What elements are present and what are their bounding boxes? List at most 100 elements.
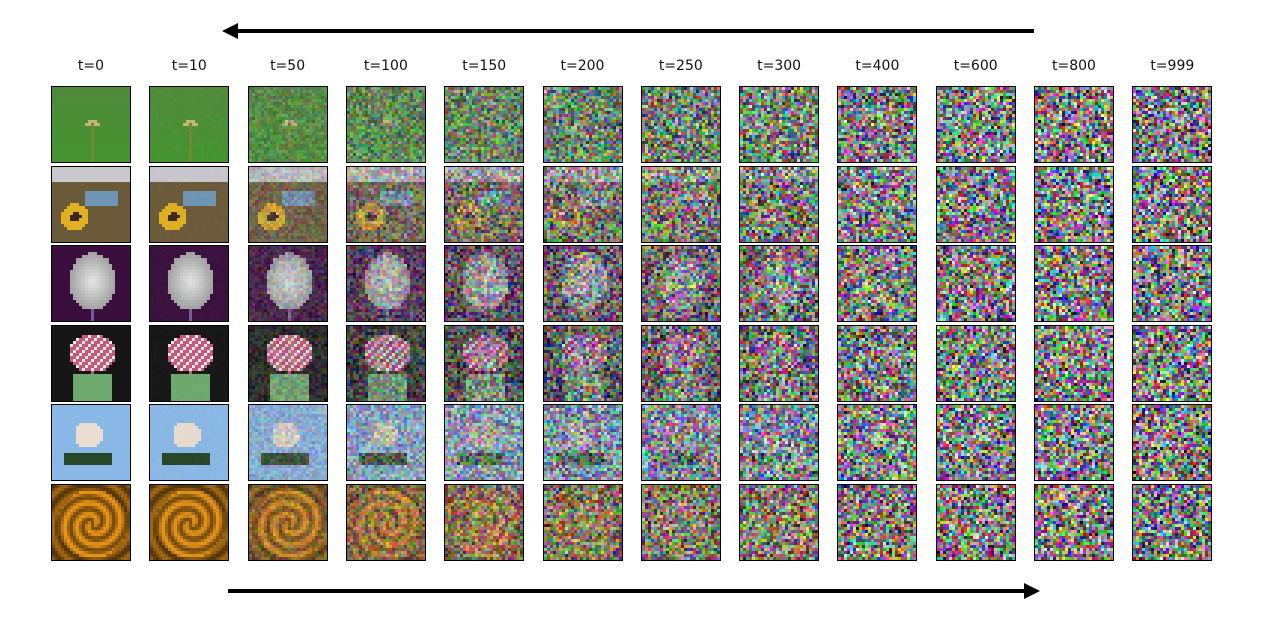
- noisy-image-tile: [444, 86, 525, 163]
- noisy-image-tile: [837, 483, 918, 561]
- noisy-image-tile: [51, 245, 131, 322]
- noisy-image-canvas: [838, 246, 917, 321]
- noisy-image-canvas: [52, 405, 130, 480]
- noisy-image-canvas: [838, 405, 917, 480]
- noisy-image-canvas: [740, 484, 819, 560]
- noisy-image-tile: [345, 86, 426, 163]
- noisy-image-canvas: [1133, 87, 1212, 162]
- noisy-image-canvas: [838, 484, 917, 560]
- noisy-image-canvas: [543, 166, 622, 242]
- noisy-image-tile: [739, 483, 820, 561]
- noisy-image-tile: [542, 86, 623, 163]
- noisy-image-canvas: [52, 484, 130, 560]
- timestep-label: t=200: [560, 58, 605, 74]
- noisy-image-canvas: [150, 246, 229, 321]
- noisy-image-canvas: [248, 405, 327, 480]
- noisy-image-tile: [1034, 86, 1114, 163]
- noisy-image-tile: [247, 86, 328, 163]
- noisy-image-tile: [837, 324, 918, 402]
- noisy-image-tile: [739, 324, 820, 402]
- noisy-image-tile: [247, 483, 328, 561]
- forward-process-arrow-head: [1024, 583, 1040, 599]
- noisy-image-tile: [51, 324, 131, 402]
- noisy-image-tile: [739, 86, 820, 163]
- noisy-image-tile: [51, 483, 131, 561]
- noisy-image-tile: [1034, 165, 1114, 243]
- noisy-image-canvas: [1035, 87, 1113, 162]
- noisy-image-tile: [345, 404, 426, 481]
- noisy-image-canvas: [1035, 484, 1113, 560]
- noisy-image-tile: [149, 165, 230, 243]
- noisy-image-tile: [1132, 165, 1213, 243]
- noisy-image-canvas: [445, 87, 524, 162]
- noisy-image-tile: [1034, 245, 1114, 322]
- noisy-image-canvas: [1035, 405, 1113, 480]
- noisy-image-canvas: [150, 405, 229, 480]
- noisy-image-canvas: [838, 166, 917, 242]
- timestep-label: t=100: [363, 58, 408, 74]
- noisy-image-tile: [444, 245, 525, 322]
- noisy-image-canvas: [936, 405, 1015, 480]
- noisy-image-tile: [935, 165, 1016, 243]
- timestep-label: t=800: [1052, 58, 1096, 74]
- noisy-image-tile: [935, 324, 1016, 402]
- noisy-image-canvas: [936, 484, 1015, 560]
- noisy-image-tile: [149, 404, 230, 481]
- noisy-image-canvas: [641, 166, 720, 242]
- noisy-image-tile: [444, 324, 525, 402]
- noisy-image-canvas: [150, 87, 229, 162]
- noisy-image-tile: [149, 483, 230, 561]
- noisy-image-tile: [1034, 483, 1114, 561]
- reverse-process-arrow-head: [222, 23, 238, 39]
- timestep-label: t=600: [953, 58, 998, 74]
- noisy-image-canvas: [740, 325, 819, 401]
- noisy-image-tile: [640, 86, 721, 163]
- noisy-image-canvas: [346, 246, 425, 321]
- noisy-image-tile: [247, 165, 328, 243]
- noisy-image-canvas: [838, 325, 917, 401]
- timestep-label: t=250: [658, 58, 703, 74]
- noisy-image-canvas: [150, 325, 229, 401]
- noisy-image-tile: [51, 404, 131, 481]
- noisy-image-tile: [739, 404, 820, 481]
- noisy-image-tile: [444, 483, 525, 561]
- noisy-image-canvas: [346, 325, 425, 401]
- noisy-image-tile: [542, 165, 623, 243]
- noisy-image-canvas: [936, 87, 1015, 162]
- noisy-image-canvas: [641, 246, 720, 321]
- noisy-image-canvas: [740, 405, 819, 480]
- timestep-label: t=999: [1150, 58, 1195, 74]
- noisy-image-tile: [739, 245, 820, 322]
- reverse-process-arrow-line: [236, 29, 1034, 33]
- noisy-image-canvas: [445, 246, 524, 321]
- noisy-image-tile: [935, 86, 1016, 163]
- timestep-label: t=50: [270, 58, 306, 74]
- noisy-image-tile: [739, 165, 820, 243]
- noisy-image-canvas: [936, 325, 1015, 401]
- noisy-image-tile: [149, 324, 230, 402]
- noisy-image-canvas: [52, 246, 130, 321]
- noisy-image-tile: [837, 165, 918, 243]
- noisy-image-canvas: [936, 166, 1015, 242]
- noisy-image-canvas: [543, 484, 622, 560]
- noisy-image-canvas: [641, 405, 720, 480]
- noisy-image-tile: [247, 324, 328, 402]
- noisy-image-canvas: [346, 87, 425, 162]
- noisy-image-tile: [345, 483, 426, 561]
- noisy-image-tile: [1132, 245, 1213, 322]
- noisy-image-canvas: [445, 484, 524, 560]
- noisy-image-canvas: [346, 405, 425, 480]
- noisy-image-tile: [1034, 404, 1114, 481]
- noisy-image-tile: [640, 324, 721, 402]
- noisy-image-canvas: [150, 484, 229, 560]
- noisy-image-canvas: [150, 166, 229, 242]
- noisy-image-tile: [542, 245, 623, 322]
- noisy-image-canvas: [346, 484, 425, 560]
- noisy-image-canvas: [52, 166, 130, 242]
- noisy-image-canvas: [248, 246, 327, 321]
- noisy-image-canvas: [543, 405, 622, 480]
- noisy-image-tile: [444, 404, 525, 481]
- noisy-image-canvas: [641, 325, 720, 401]
- noisy-image-canvas: [543, 325, 622, 401]
